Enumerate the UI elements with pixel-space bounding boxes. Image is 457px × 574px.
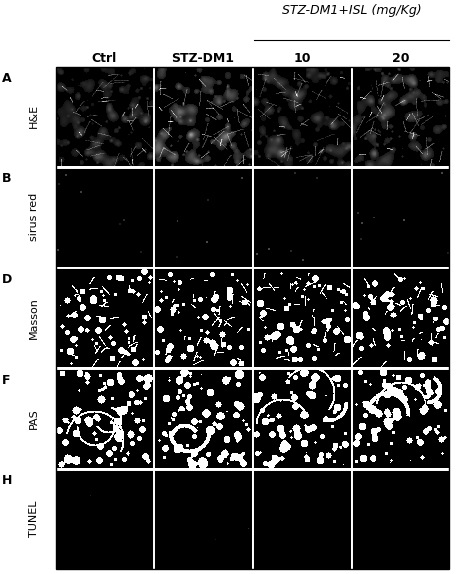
Text: F: F bbox=[2, 374, 11, 387]
Text: D: D bbox=[2, 273, 12, 286]
Text: Ctrl: Ctrl bbox=[91, 52, 117, 65]
Text: H: H bbox=[2, 475, 13, 487]
Text: Masson: Masson bbox=[29, 297, 39, 339]
Text: H&E: H&E bbox=[29, 104, 39, 129]
Text: 20: 20 bbox=[392, 52, 409, 65]
Text: A: A bbox=[2, 72, 12, 85]
Text: STZ-DM1: STZ-DM1 bbox=[171, 52, 234, 65]
Text: 10: 10 bbox=[293, 52, 311, 65]
Text: STZ-DM1+ISL (mg/Kg): STZ-DM1+ISL (mg/Kg) bbox=[282, 4, 421, 17]
Text: PAS: PAS bbox=[29, 408, 39, 429]
Text: sirus red: sirus red bbox=[29, 193, 39, 241]
Text: B: B bbox=[2, 172, 12, 185]
Text: TUNEL: TUNEL bbox=[29, 501, 39, 537]
